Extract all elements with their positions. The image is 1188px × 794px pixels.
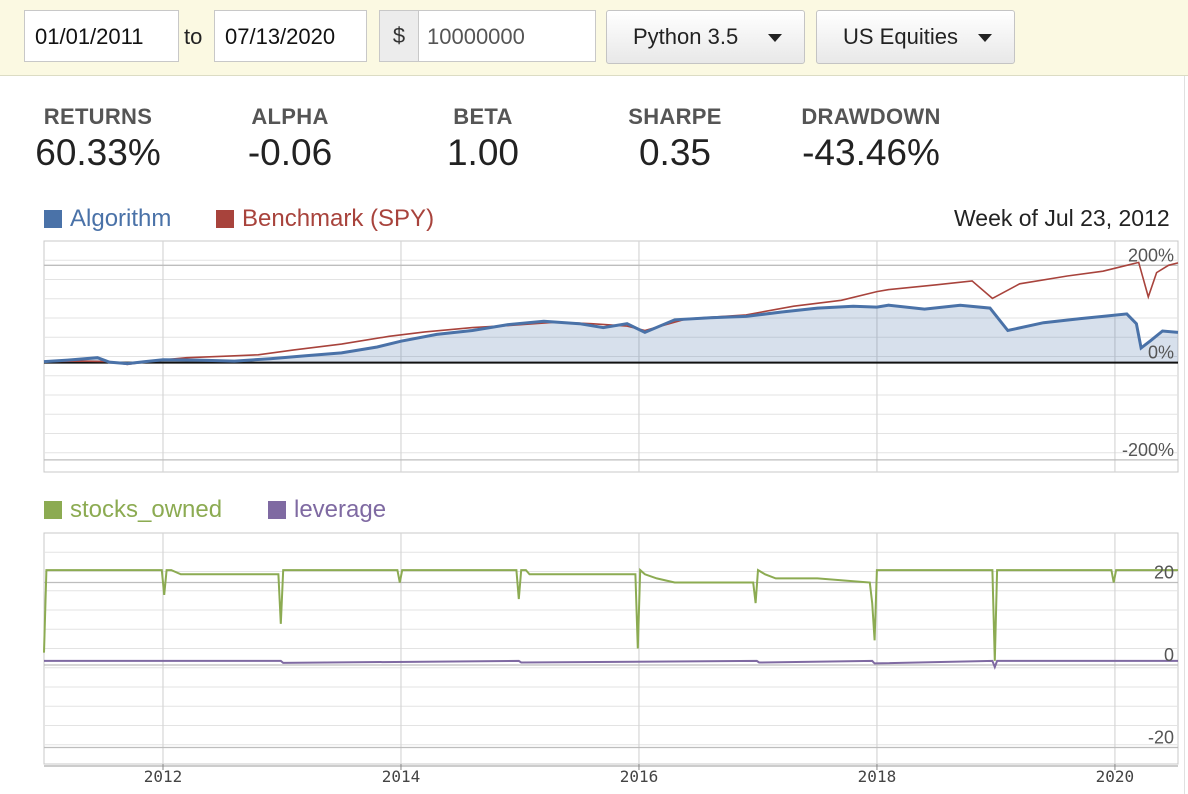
stat-label: SHARPE — [628, 104, 722, 129]
stat-label: ALPHA — [251, 104, 329, 129]
stat-label: DRAWDOWN — [801, 104, 941, 129]
x-tick-label: 2014 — [382, 767, 421, 786]
stat-value: 60.33% — [35, 132, 161, 173]
stat-drawdown: DRAWDOWN -43.46% — [782, 104, 960, 174]
stat-sharpe: SHARPE 0.35 — [605, 104, 745, 174]
chevron-down-icon — [978, 34, 992, 42]
universe-label: US Equities — [843, 24, 958, 49]
python-version-dropdown[interactable]: Python 3.5 — [606, 10, 805, 64]
stat-label: BETA — [453, 104, 513, 129]
legend-swatch — [268, 501, 286, 519]
end-date-input[interactable]: 07/13/2020 — [214, 10, 367, 62]
stat-value: 0.35 — [638, 132, 711, 173]
stat-returns: RETURNS 60.33% — [28, 104, 168, 174]
legend-swatch — [216, 210, 234, 228]
legend-item-algorithm[interactable]: Algorithm — [44, 205, 171, 233]
legend-label: stocks_owned — [70, 496, 223, 523]
stat-label: RETURNS — [43, 104, 153, 129]
legend-item-stocks-owned[interactable]: stocks_owned — [44, 496, 222, 524]
backtest-settings-bar: 01/01/2011 to 07/13/2020 $ 10000000 Pyth… — [0, 0, 1188, 76]
legend-label: Benchmark (SPY) — [242, 205, 435, 232]
stat-value: 1.00 — [446, 132, 519, 173]
stat-value: -0.06 — [247, 132, 333, 173]
legend-item-benchmark[interactable]: Benchmark (SPY) — [216, 205, 434, 233]
panel-border — [1184, 76, 1185, 794]
date-range-separator: to — [184, 24, 203, 49]
y-tick-label: 20 — [1154, 563, 1174, 583]
algorithm-area — [44, 305, 1178, 364]
x-tick-label: 2016 — [620, 767, 659, 786]
stat-alpha: ALPHA -0.06 — [220, 104, 360, 174]
y-tick-label: -200% — [1122, 440, 1174, 460]
currency-prefix: $ — [379, 10, 418, 62]
x-tick-label: 2020 — [1096, 767, 1135, 786]
x-tick-label: 2018 — [858, 767, 897, 786]
stat-beta: BETA 1.00 — [413, 104, 553, 174]
universe-dropdown[interactable]: US Equities — [816, 10, 1015, 64]
y-tick-label: -20 — [1148, 728, 1174, 748]
legend-swatch — [44, 501, 62, 519]
stat-value: -43.46% — [802, 132, 940, 173]
python-version-label: Python 3.5 — [633, 24, 739, 49]
legend-swatch — [44, 210, 62, 228]
y-tick-label: 0 — [1164, 645, 1174, 665]
x-tick-label: 2012 — [144, 767, 183, 786]
y-tick-label: 0% — [1148, 343, 1174, 363]
start-date-input[interactable]: 01/01/2011 — [24, 10, 179, 62]
legend-label: Algorithm — [70, 205, 172, 232]
legend-item-leverage[interactable]: leverage — [268, 496, 386, 524]
leverage-line — [44, 659, 1178, 670]
stocks-owned-line — [43, 567, 1178, 661]
chevron-down-icon — [768, 34, 782, 42]
capital-input[interactable]: 10000000 — [418, 10, 596, 62]
y-tick-label: 200% — [1128, 245, 1174, 265]
algorithm-line — [43, 303, 1179, 366]
legend-label: leverage — [294, 496, 387, 523]
hover-week-label: Week of Jul 23, 2012 — [954, 205, 1170, 231]
